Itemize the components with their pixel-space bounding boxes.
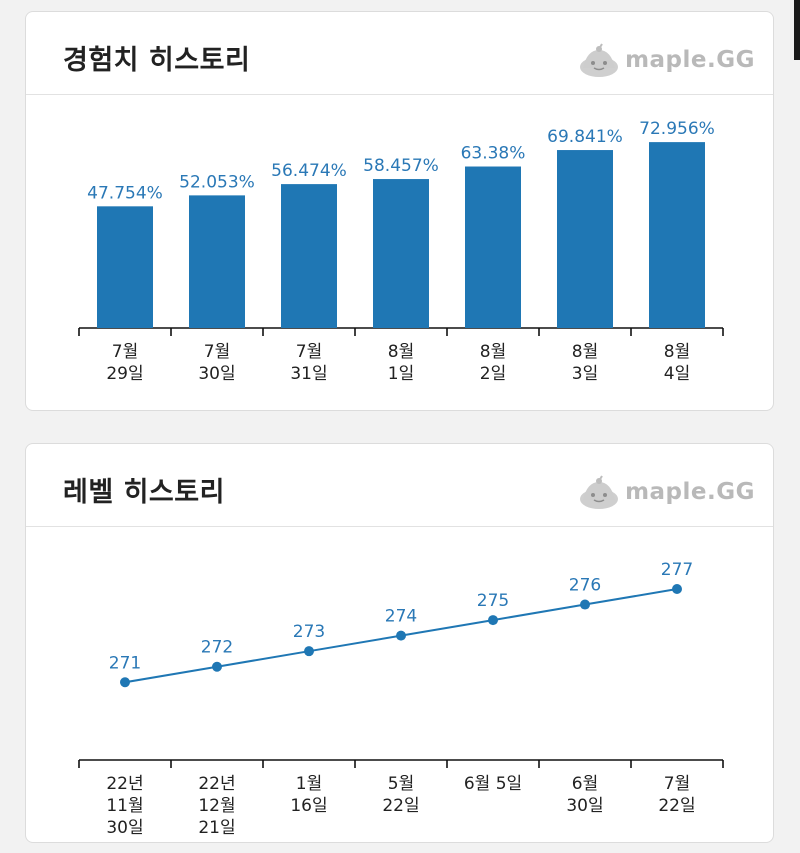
bar-value-label: 69.841% bbox=[547, 127, 623, 147]
x-tick-label: 11월 bbox=[106, 796, 143, 816]
card-title: 레벨 히스토리 bbox=[63, 477, 225, 508]
x-tick-label: 7월 bbox=[296, 342, 322, 362]
x-tick-label: 30일 bbox=[198, 364, 235, 384]
point-value-label: 272 bbox=[201, 638, 233, 658]
point-value-label: 277 bbox=[661, 560, 693, 580]
point-value-label: 274 bbox=[385, 607, 417, 627]
x-tick-label: 31일 bbox=[290, 364, 327, 384]
bar bbox=[557, 150, 613, 328]
data-point bbox=[120, 677, 130, 688]
x-tick-label: 8월 bbox=[480, 342, 506, 362]
x-tick-label: 1일 bbox=[388, 364, 414, 384]
x-tick-label: 2일 bbox=[480, 364, 506, 384]
x-tick-label: 22년 bbox=[106, 774, 143, 794]
card-header: 레벨 히스토리 maple.GG bbox=[26, 444, 773, 527]
x-tick-label: 12월 bbox=[198, 796, 235, 816]
x-tick-label: 4일 bbox=[664, 364, 690, 384]
exp-bar-chart: 7월29일7월30일7월31일8월1일8월2일8월3일8월4일47.754%52… bbox=[78, 119, 724, 384]
data-point bbox=[580, 599, 590, 610]
slime-icon bbox=[580, 475, 619, 509]
bar bbox=[281, 184, 337, 328]
x-tick-label: 21일 bbox=[198, 818, 235, 838]
bar bbox=[649, 142, 705, 328]
x-tick-label: 1월 bbox=[296, 774, 322, 794]
level-chart-area: 22년 11월 30일 22년 12월 21일 1월 16일 5월 22일 6월 5일 6월 30일 7월… bbox=[26, 527, 773, 842]
bar bbox=[465, 166, 521, 328]
point-value-label: 273 bbox=[293, 622, 325, 642]
exp-history-card: 경험치 히스토리 maple.GG 7월 29일 7월 30일 7월 31일 8월 1일 8월 2… bbox=[25, 11, 774, 411]
bar-value-label: 47.754% bbox=[87, 183, 163, 203]
data-point bbox=[304, 646, 314, 657]
logo-text: maple.GG bbox=[625, 47, 755, 73]
maplegg-logo[interactable]: maple.GG bbox=[577, 42, 755, 78]
x-tick-label: 8월 bbox=[664, 342, 690, 362]
x-tick-label: 8월 bbox=[388, 342, 414, 362]
x-tick-label: 30일 bbox=[106, 818, 143, 838]
point-value-label: 275 bbox=[477, 591, 509, 611]
bar-value-label: 52.053% bbox=[179, 172, 255, 192]
point-value-label: 271 bbox=[109, 653, 141, 673]
x-tick-label: 6월 bbox=[572, 774, 598, 794]
x-tick-label: 5월 bbox=[388, 774, 414, 794]
x-tick-label: 22일 bbox=[382, 796, 419, 816]
data-point bbox=[212, 661, 222, 672]
x-tick-label: 7월 bbox=[664, 774, 690, 794]
window-edge bbox=[794, 0, 800, 60]
data-point bbox=[488, 615, 498, 626]
exp-chart-area: 7월 29일 7월 30일 7월 31일 8월 1일 8월 2일 8월 3일 8월 4일 47.754% 52… bbox=[26, 95, 773, 410]
x-tick-label: 8월 bbox=[572, 342, 598, 362]
x-tick-label: 29일 bbox=[106, 364, 143, 384]
bar bbox=[97, 206, 153, 328]
x-tick-label: 22년 bbox=[198, 774, 235, 794]
point-value-label: 276 bbox=[569, 576, 601, 596]
bar bbox=[373, 179, 429, 328]
x-tick-label: 6월 5일 bbox=[464, 774, 522, 794]
logo-text: maple.GG bbox=[625, 479, 755, 505]
bar-value-label: 72.956% bbox=[639, 119, 715, 139]
data-point bbox=[396, 630, 406, 641]
card-title: 경험치 히스토리 bbox=[63, 45, 251, 76]
x-tick-label: 30일 bbox=[566, 796, 603, 816]
level-history-card: 레벨 히스토리 maple.GG 22년 11월 30일 22년 12월 21일 1월 16일… bbox=[25, 443, 774, 843]
x-tick-label: 22일 bbox=[658, 796, 695, 816]
bar bbox=[189, 195, 245, 328]
bar-value-label: 63.38% bbox=[461, 144, 526, 164]
x-tick-label: 16일 bbox=[290, 796, 327, 816]
slime-icon bbox=[580, 43, 619, 77]
x-tick-label: 7월 bbox=[112, 342, 138, 362]
data-point bbox=[672, 584, 682, 594]
bar-value-label: 56.474% bbox=[271, 161, 347, 181]
x-tick-label: 3일 bbox=[572, 364, 598, 384]
bar-value-label: 58.457% bbox=[363, 156, 439, 176]
x-tick-label: 7월 bbox=[204, 342, 230, 362]
maplegg-logo[interactable]: maple.GG bbox=[577, 474, 755, 510]
card-header: 경험치 히스토리 maple.GG bbox=[26, 12, 773, 95]
